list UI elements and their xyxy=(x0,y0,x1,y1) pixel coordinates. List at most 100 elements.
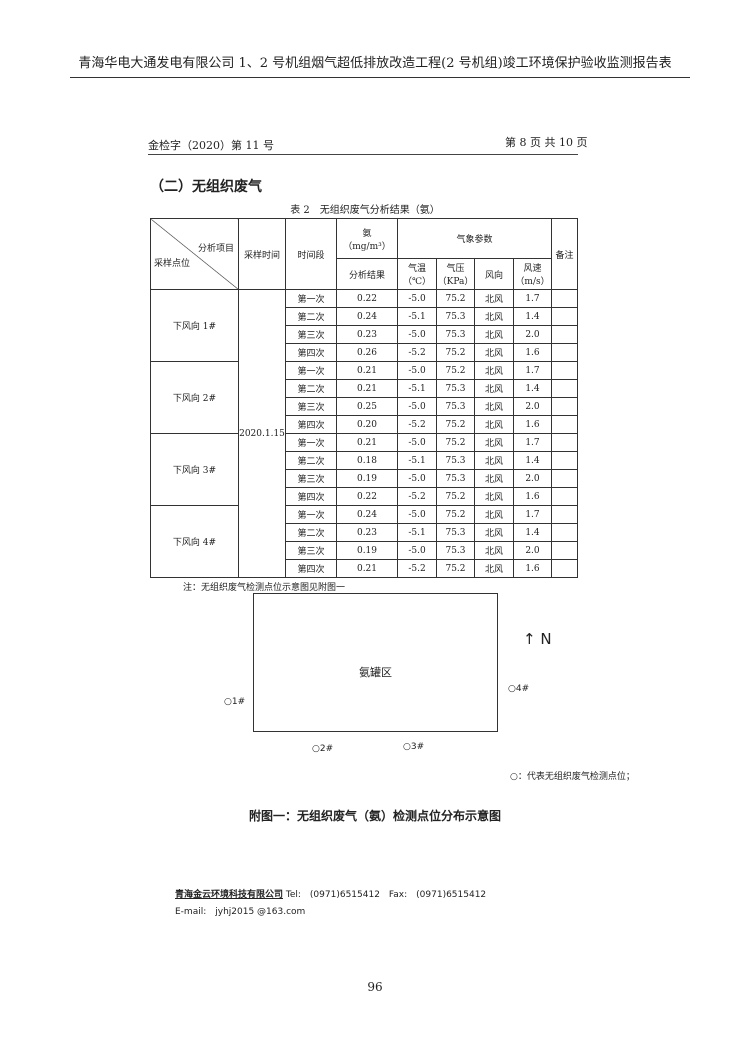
period: 第二次 xyxy=(285,523,337,542)
ammonia-result: 0.23 xyxy=(336,523,398,542)
note-cell xyxy=(551,487,578,506)
wind-speed: 2.0 xyxy=(513,325,552,344)
pressure: 75.2 xyxy=(436,505,475,524)
ammonia-result: 0.24 xyxy=(336,505,398,524)
period: 第四次 xyxy=(285,487,337,506)
temperature: -5.0 xyxy=(397,325,437,344)
temperature: -5.1 xyxy=(397,379,437,398)
note-cell xyxy=(551,415,578,434)
period: 第四次 xyxy=(285,559,337,578)
temperature: -5.2 xyxy=(397,559,437,578)
speed-unit: （m/s） xyxy=(515,277,550,288)
ammonia-result: 0.22 xyxy=(336,289,398,308)
wind-speed: 2.0 xyxy=(513,541,552,560)
footer-company: 青海金云环境科技有限公司 xyxy=(175,890,284,900)
pressure: 75.2 xyxy=(436,487,475,506)
note-cell xyxy=(551,541,578,560)
ammonia-result: 0.19 xyxy=(336,541,398,560)
page-number: 96 xyxy=(367,980,383,994)
site-name: 下风向 4# xyxy=(150,505,239,578)
header-diagonal-cell: 分析项目 采样点位 xyxy=(150,218,239,290)
ammonia-result: 0.18 xyxy=(336,451,398,470)
note-cell xyxy=(551,559,578,578)
ammonia-label: 氨 xyxy=(362,228,372,239)
pressure: 75.3 xyxy=(436,523,475,542)
table-row: 第二次 0.21 -5.1 75.3 北风 1.4 xyxy=(151,379,578,398)
pressure: 75.2 xyxy=(436,433,475,452)
note-cell xyxy=(551,307,578,326)
period: 第一次 xyxy=(285,433,337,452)
site-name: 下风向 1# xyxy=(150,289,239,362)
pressure: 75.2 xyxy=(436,361,475,380)
wind-speed: 2.0 xyxy=(513,397,552,416)
temperature: -5.0 xyxy=(397,397,437,416)
table-caption: 表 2 无组织废气分析结果（氨） xyxy=(290,205,440,216)
pressure: 75.2 xyxy=(436,559,475,578)
sampling-date: 2020.1.15 xyxy=(238,289,286,578)
wind-speed: 1.6 xyxy=(513,559,552,578)
wind-speed: 1.4 xyxy=(513,451,552,470)
area-label: 氨罐区 xyxy=(359,666,392,679)
wind-direction: 北风 xyxy=(474,397,514,416)
footer-contact: 青海金云环境科技有限公司 Tel: (0971)6515412 Fax: (09… xyxy=(175,887,486,900)
wind-direction: 北风 xyxy=(474,307,514,326)
note-cell xyxy=(551,379,578,398)
point-2: ○2# xyxy=(312,744,334,754)
header-pressure: 气压 （KPa） xyxy=(436,258,475,290)
period: 第一次 xyxy=(285,361,337,380)
note-cell xyxy=(551,433,578,452)
wind-speed: 1.6 xyxy=(513,487,552,506)
figure-legend: ○：代表无组织废气检测点位； xyxy=(510,772,635,782)
figure-caption: 附图一：无组织废气（氨）检测点位分布示意图 xyxy=(248,809,501,823)
header-date: 采样时间 xyxy=(238,218,286,290)
table-row: 下风向 3# 第一次 0.21 -5.0 75.2 北风 1.7 xyxy=(150,433,578,506)
wind-direction: 北风 xyxy=(474,469,514,488)
pressure: 75.3 xyxy=(436,469,475,488)
header-period: 时间段 xyxy=(285,218,337,290)
note-cell xyxy=(551,343,578,362)
subheader-divider xyxy=(148,154,578,155)
period: 第三次 xyxy=(285,469,337,488)
section-title: （二）无组织废气 xyxy=(150,179,262,195)
ammonia-results-table: 分析项目 采样点位 采样时间 时间段 氨 （mg/m³） 气象参数 备注 分析结果… xyxy=(150,217,578,578)
header-wind-speed: 风速 （m/s） xyxy=(513,258,552,290)
speed-label: 风速 xyxy=(523,264,542,275)
temperature: -5.0 xyxy=(397,505,437,524)
footer-tel-fax: Tel: (0971)6515412 Fax: (0971)6515412 xyxy=(283,890,487,900)
ammonia-unit: （mg/m³） xyxy=(343,241,391,252)
point-4: ○4# xyxy=(508,684,530,694)
temperature: -5.2 xyxy=(397,343,437,362)
point-3: ○3# xyxy=(403,742,425,752)
pressure: 75.3 xyxy=(436,397,475,416)
page-of-count: 第 8 页 共 10 页 xyxy=(505,136,588,149)
pressure: 75.3 xyxy=(436,325,475,344)
note-cell xyxy=(551,505,578,524)
header-wind-direction: 风向 xyxy=(474,258,514,290)
ammonia-result: 0.22 xyxy=(336,487,398,506)
wind-direction: 北风 xyxy=(474,325,514,344)
ammonia-result: 0.21 xyxy=(336,379,398,398)
wind-speed: 1.4 xyxy=(513,379,552,398)
period: 第三次 xyxy=(285,541,337,560)
pressure: 75.3 xyxy=(436,307,475,326)
period: 第二次 xyxy=(285,451,337,470)
table-note: 注：无组织废气检测点位示意图见附图一 xyxy=(183,583,346,593)
point-1: ○1# xyxy=(224,697,246,707)
header-item-label: 分析项目 xyxy=(197,244,234,254)
north-arrow-icon: ↑ N xyxy=(523,630,552,648)
ammonia-result: 0.23 xyxy=(336,325,398,344)
wind-speed: 2.0 xyxy=(513,469,552,488)
ammonia-result: 0.21 xyxy=(336,433,398,452)
header-note: 备注 xyxy=(551,218,578,290)
period: 第四次 xyxy=(285,415,337,434)
header-temp: 气温 （℃） xyxy=(397,258,437,290)
pressure: 75.3 xyxy=(436,451,475,470)
ammonia-result: 0.26 xyxy=(336,343,398,362)
pressure: 75.2 xyxy=(436,343,475,362)
table-row: 第四次 0.22 -5.2 75.2 北风 1.6 xyxy=(151,487,578,506)
note-cell xyxy=(551,397,578,416)
note-cell xyxy=(551,325,578,344)
note-cell xyxy=(551,523,578,542)
wind-direction: 北风 xyxy=(474,523,514,542)
